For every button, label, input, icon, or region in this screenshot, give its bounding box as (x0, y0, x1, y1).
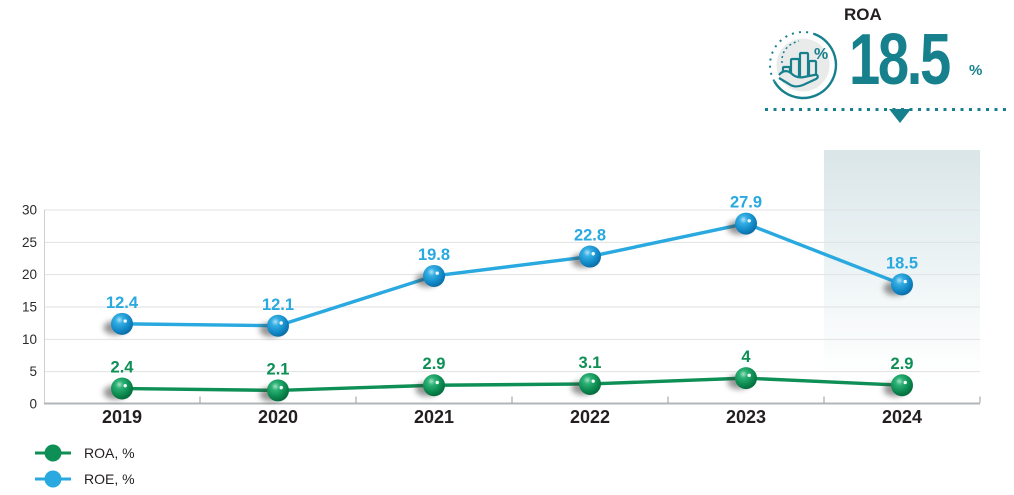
y-axis-tick-label: 5 (29, 364, 37, 379)
data-point-roa (735, 367, 757, 390)
callout-metric-label: ROA (844, 5, 882, 24)
series-line-roa (120, 376, 904, 393)
point-highlight (279, 385, 283, 390)
roa-series-marker-icon (35, 444, 71, 462)
data-point-roa (111, 377, 133, 400)
callout-metric-value: 18.5 (849, 20, 951, 100)
data-point-roa (267, 379, 289, 402)
series-roa: 2.4 2.1 2.9 3.1 4 2.9 (103, 348, 914, 402)
data-label-roe: 12.4 (106, 294, 139, 312)
series-roe: 12.4 12.1 19.8 22.8 27.9 18.5 (103, 194, 918, 337)
x-axis-label: 2022 (570, 407, 610, 427)
point-highlight (279, 321, 283, 325)
point-highlight (903, 380, 907, 385)
data-label-roe: 12.1 (262, 296, 294, 314)
data-label-roa: 2.4 (111, 358, 135, 376)
x-axis-label: 2020 (258, 407, 298, 427)
data-label-roe: 22.8 (574, 227, 606, 245)
highlight-region (824, 150, 980, 395)
y-axis-tick-label: 10 (22, 332, 37, 347)
y-axis-tick-label: 25 (22, 235, 37, 250)
point-highlight (435, 380, 439, 385)
callout-pointer-triangle-icon (889, 109, 911, 123)
data-label-roa: 2.9 (423, 355, 446, 373)
data-point-roe (579, 245, 601, 268)
legend-label-roe: ROE, % (84, 471, 135, 487)
series-line-roe (120, 221, 904, 328)
data-label-roa: 2.9 (891, 355, 914, 373)
data-point-roe (891, 273, 913, 296)
hand-chart-percent-icon: % (769, 31, 838, 100)
point-highlight (123, 319, 127, 323)
point-highlight (123, 383, 127, 388)
x-axis-label: 2023 (726, 407, 766, 427)
x-axis-label: 2021 (414, 407, 454, 427)
callout-dotted-separator (765, 108, 1008, 111)
data-point-roe (111, 312, 133, 335)
point-highlight (591, 379, 595, 383)
data-label-roe: 27.9 (730, 194, 762, 212)
data-point-roe (423, 264, 445, 287)
data-label-roe: 19.8 (418, 246, 450, 264)
data-label-roa: 2.1 (267, 360, 290, 378)
callout-metric-unit: % (969, 62, 983, 79)
y-axis-tick-label: 30 (22, 203, 37, 218)
roe-series-marker-icon (35, 470, 71, 488)
point-highlight (591, 252, 595, 256)
data-label-roe: 18.5 (886, 254, 918, 272)
legend-item-roe: ROE, % (33, 467, 135, 491)
y-axis-tick-label: 20 (22, 267, 37, 282)
point-highlight (747, 219, 751, 223)
point-highlight (435, 271, 439, 275)
data-point-roa (423, 374, 445, 397)
y-axis-tick-label: 15 (22, 300, 37, 315)
point-highlight (747, 373, 751, 378)
y-axis-tick-label: 0 (29, 397, 37, 412)
data-point-roe (267, 314, 289, 337)
x-axis-label: 2019 (102, 407, 142, 427)
x-axis-label: 2024 (882, 407, 922, 427)
svg-text:%: % (814, 46, 828, 63)
legend-item-roa: ROA, % (33, 441, 135, 465)
data-point-roa (891, 374, 913, 397)
legend-label-roa: ROA, % (84, 445, 135, 461)
data-point-roe (735, 212, 757, 235)
data-label-roa: 3.1 (579, 354, 602, 372)
chart-legend: ROA, % ROE, % (33, 441, 135, 491)
data-label-roa: 4 (741, 348, 751, 366)
point-highlight (903, 279, 907, 284)
data-point-roa (579, 372, 601, 395)
